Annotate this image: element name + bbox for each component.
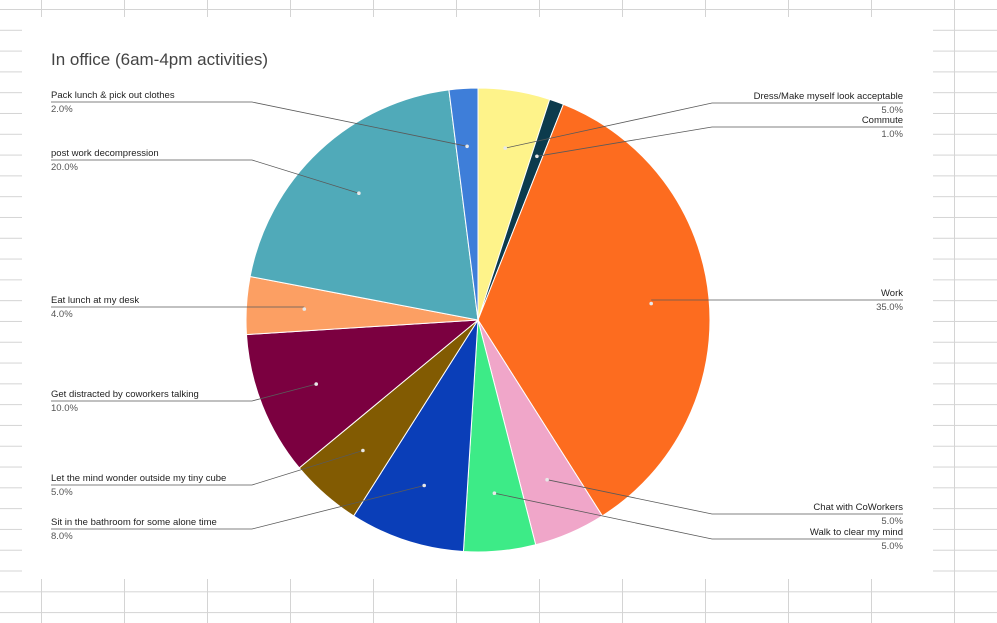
data-label-eat-lunch-at-my-desk: Eat lunch at my desk bbox=[51, 295, 139, 306]
data-label-let-the-mind-wonder-outside-my-tiny-cube: Let the mind wonder outside my tiny cube bbox=[51, 473, 226, 484]
data-value-pack-lunch-pick-out-clothes: 2.0% bbox=[51, 104, 73, 115]
chart-title: In office (6am-4pm activities) bbox=[51, 50, 268, 69]
data-value-chat-with-coworkers: 5.0% bbox=[881, 516, 903, 527]
leader-line-dress-make-myself-look-acceptable bbox=[505, 102, 903, 149]
data-value-let-the-mind-wonder-outside-my-tiny-cube: 5.0% bbox=[51, 487, 73, 498]
pie-slice-work[interactable] bbox=[477, 103, 711, 517]
leaders-layer bbox=[51, 101, 903, 540]
leader-line-let-the-mind-wonder-outside-my-tiny-cube bbox=[51, 450, 364, 486]
leader-anchor-dress-make-myself-look-acceptable bbox=[503, 146, 508, 150]
slices-layer bbox=[245, 87, 711, 553]
pie-slice-post-work-decompression[interactable] bbox=[249, 89, 479, 321]
leader-anchor-commute bbox=[535, 154, 539, 159]
data-value-post-work-decompression: 20.0% bbox=[51, 162, 78, 173]
leader-line-get-distracted-by-coworkers-talking bbox=[51, 383, 317, 402]
data-label-get-distracted-by-coworkers-talking: Get distracted by coworkers talking bbox=[51, 389, 199, 400]
leader-line-commute bbox=[536, 126, 903, 157]
pie-slice-get-distracted-by-coworkers-talking[interactable] bbox=[245, 319, 480, 469]
leader-anchor-get-distracted-by-coworkers-talking bbox=[314, 382, 319, 386]
data-value-sit-in-the-bathroom-for-some-alone-time: 8.0% bbox=[51, 531, 73, 542]
data-value-dress-make-myself-look-acceptable: 5.0% bbox=[881, 105, 903, 116]
data-label-pack-lunch-pick-out-clothes: Pack lunch & pick out clothes bbox=[51, 90, 175, 101]
leader-anchor-let-the-mind-wonder-outside-my-tiny-cube bbox=[361, 448, 365, 453]
data-value-work: 35.0% bbox=[876, 302, 903, 313]
data-label-work: Work bbox=[881, 288, 903, 299]
data-label-post-work-decompression: post work decompression bbox=[51, 148, 159, 159]
leader-line-pack-lunch-pick-out-clothes bbox=[51, 101, 468, 147]
data-label-chat-with-coworkers: Chat with CoWorkers bbox=[813, 502, 903, 513]
leader-anchor-eat-lunch-at-my-desk bbox=[302, 307, 307, 311]
pie-chart: In office (6am-4pm activities) Dress/Mak… bbox=[51, 50, 904, 553]
leader-anchor-pack-lunch-pick-out-clothes bbox=[465, 144, 469, 149]
leader-anchor-sit-in-the-bathroom-for-some-alone-time bbox=[422, 483, 427, 488]
pie-slice-sit-in-the-bathroom-for-some-alone-time[interactable] bbox=[352, 319, 479, 553]
leader-line-walk-to-clear-my-mind bbox=[494, 492, 903, 540]
leader-line-sit-in-the-bathroom-for-some-alone-time bbox=[51, 485, 425, 530]
labels-layer: Dress/Make myself look acceptable5.0%Com… bbox=[51, 90, 904, 552]
data-value-eat-lunch-at-my-desk: 4.0% bbox=[51, 309, 73, 320]
leader-line-chat-with-coworkers bbox=[547, 479, 903, 515]
data-label-dress-make-myself-look-acceptable: Dress/Make myself look acceptable bbox=[754, 91, 903, 102]
leader-anchor-post-work-decompression bbox=[357, 191, 361, 195]
data-value-commute: 1.0% bbox=[881, 129, 903, 140]
data-label-commute: Commute bbox=[862, 115, 903, 126]
leader-anchor-walk-to-clear-my-mind bbox=[492, 491, 497, 496]
data-value-walk-to-clear-my-mind: 5.0% bbox=[881, 541, 903, 552]
pie-slice-pack-lunch-pick-out-clothes[interactable] bbox=[448, 87, 479, 321]
leader-anchor-work bbox=[649, 301, 653, 306]
leader-line-post-work-decompression bbox=[51, 159, 360, 194]
data-value-get-distracted-by-coworkers-talking: 10.0% bbox=[51, 403, 78, 414]
data-label-sit-in-the-bathroom-for-some-alone-time: Sit in the bathroom for some alone time bbox=[51, 517, 217, 528]
leader-anchor-chat-with-coworkers bbox=[545, 477, 549, 482]
chart-card: In office (6am-4pm activities) Dress/Mak… bbox=[22, 17, 933, 579]
data-label-walk-to-clear-my-mind: Walk to clear my mind bbox=[810, 527, 903, 538]
